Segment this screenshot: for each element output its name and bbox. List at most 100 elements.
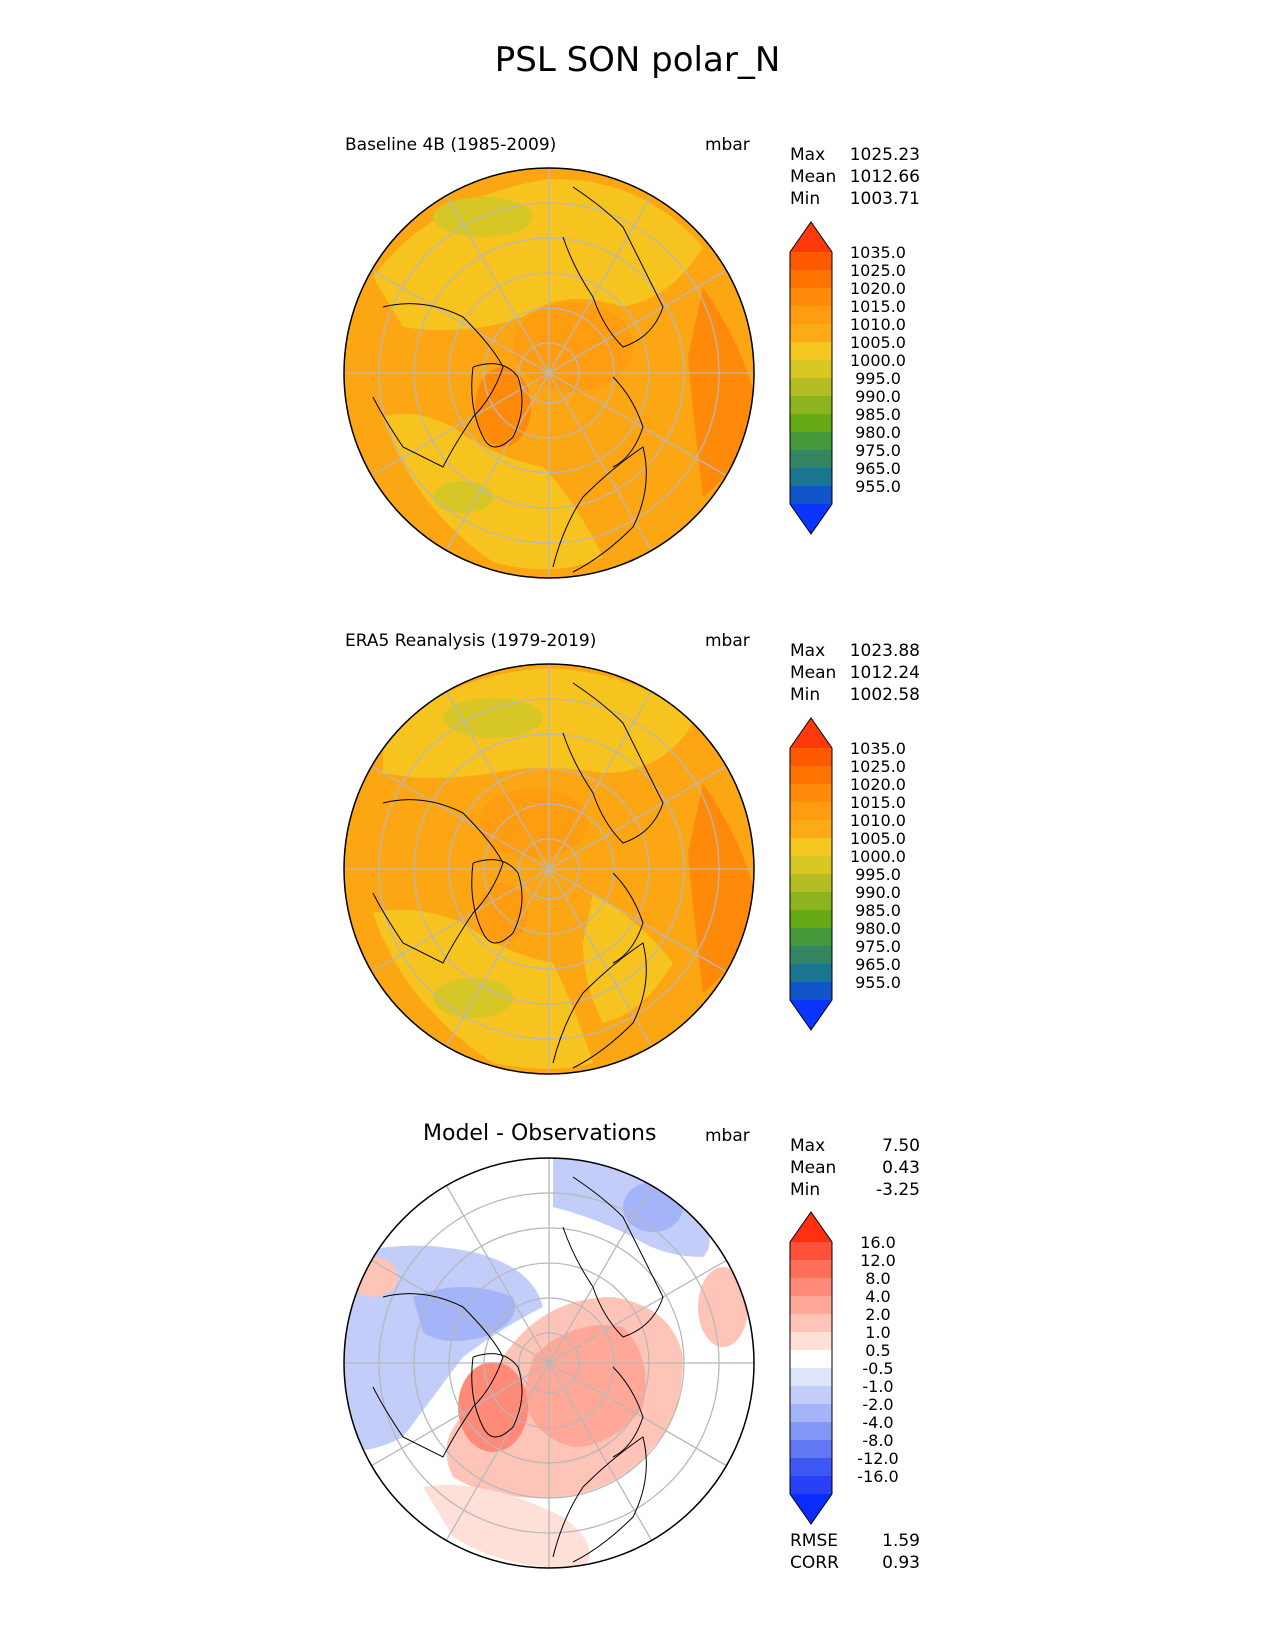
colorbar-2-segment [790, 910, 832, 928]
panel-1-graticule [344, 168, 754, 578]
colorbar-3-segment [790, 1422, 832, 1440]
colorbar-3-tick-label: -4.0 [862, 1413, 893, 1432]
panel-2-stat-max: Max 1023.88 [790, 641, 920, 661]
colorbar-3-segment [790, 1404, 832, 1422]
figure-title: PSL SON polar_N [494, 40, 781, 80]
colorbar-3-segment [790, 1458, 832, 1476]
panel-2-field-east-high [688, 783, 754, 993]
panel-2-field-low-pacific [443, 698, 543, 738]
panel-1-map-border [343, 167, 755, 579]
colorbar-3-tick-label: 8.0 [865, 1269, 890, 1288]
colorbar-3-tick-label: -8.0 [862, 1431, 893, 1450]
colorbar-2-tick-label: 990.0 [855, 883, 901, 902]
colorbar-3-tick-label: 1.0 [865, 1323, 890, 1342]
colorbar-1-segment [790, 414, 832, 432]
colorbar-1-segment [790, 432, 832, 450]
panel-2-field-se [583, 893, 673, 1023]
colorbar-1-segment [790, 306, 832, 324]
colorbar-1-segment [790, 360, 832, 378]
colorbar-1-tick-label: 1035.0 [850, 243, 906, 262]
panel-2-colorbar: 1035.01025.01020.01015.01010.01005.01000… [789, 717, 906, 1031]
panel-2-field-arctic-high [478, 788, 588, 858]
colorbar-3-tick-label: 16.0 [860, 1233, 896, 1252]
colorbar-3-segment [790, 1242, 832, 1260]
colorbar-2-tick-label: 1015.0 [850, 793, 906, 812]
colorbar-1-segment [790, 324, 832, 342]
panel-1-map [343, 167, 755, 579]
panel-2-field-low-atlantic [433, 978, 513, 1018]
colorbar-1-tick-label: 980.0 [855, 423, 901, 442]
colorbar-3-tick-label: -16.0 [857, 1467, 898, 1486]
colorbar-3-segment [790, 1440, 832, 1458]
panel-3-map [343, 1157, 755, 1569]
colorbar-1-tick-label: 1010.0 [850, 315, 906, 334]
panel-2-graticule [344, 664, 754, 1074]
panel-3-metrics: RMSE 1.59 CORR 0.93 [790, 1530, 920, 1574]
colorbar-1-segment [790, 486, 832, 504]
panel-3-stat-max: Max 7.50 [790, 1136, 920, 1156]
panel-3-stat-mean: Mean 0.43 [790, 1158, 920, 1178]
panel-1-field-east-high [688, 287, 754, 497]
colorbar-1-segment [790, 342, 832, 360]
panel-3-title: Model - Observations [423, 1121, 657, 1146]
colorbar-2-tick-label: 1010.0 [850, 811, 906, 830]
colorbar-1-segment [790, 270, 832, 288]
colorbar-2-segment [790, 856, 832, 874]
colorbar-2-segment [790, 892, 832, 910]
panel-3-units: mbar [705, 1126, 750, 1146]
panel-1-units: mbar [705, 135, 750, 155]
colorbar-1-segment [790, 450, 832, 468]
colorbar-1-segment [790, 288, 832, 306]
colorbar-3-segment [790, 1278, 832, 1296]
colorbar-3-segment [790, 1386, 832, 1404]
colorbar-3-segment [790, 1350, 832, 1368]
panel-2-stats: Max 1023.88 Mean 1012.24 Min 1002.58 [790, 640, 920, 706]
colorbar-3-extend-top [790, 1212, 832, 1242]
panel-1-field-low-atlantic [433, 481, 493, 513]
colorbar-2-tick-label: 1020.0 [850, 775, 906, 794]
colorbar-1-tick-label: 975.0 [855, 441, 901, 460]
colorbar-3-tick-label: -1.0 [862, 1377, 893, 1396]
panel-1-coastlines [372, 186, 664, 573]
colorbar-3-tick-label: 2.0 [865, 1305, 890, 1324]
panel-1-stats: Max 1025.23 Mean 1012.66 Min 1003.71 [790, 144, 920, 210]
colorbar-3-segment [790, 1368, 832, 1386]
panel-1-stat-min: Min 1003.71 [790, 189, 920, 209]
colorbar-3-outline [789, 1211, 833, 1525]
colorbar-2-segment [790, 928, 832, 946]
panel-1-stat-max: Max 1025.23 [790, 145, 920, 165]
colorbar-2-tick-label: 985.0 [855, 901, 901, 920]
colorbar-2-segment [790, 838, 832, 856]
panel-2-stat-min: Min 1002.58 [790, 685, 920, 705]
panel-2-coastlines [372, 682, 664, 1069]
colorbar-3-segment [790, 1314, 832, 1332]
colorbar-1-segment [790, 378, 832, 396]
colorbar-1-tick-label: 1005.0 [850, 333, 906, 352]
colorbar-1-tick-label: 1000.0 [850, 351, 906, 370]
colorbar-2-outline [789, 717, 833, 1031]
colorbar-2-extend-bottom [790, 1000, 832, 1030]
colorbar-1-tick-label: 955.0 [855, 477, 901, 496]
colorbar-3-extend-bottom [790, 1494, 832, 1524]
panel-3-stats: Max 7.50 Mean 0.43 Min -3.25 [790, 1135, 920, 1201]
panel-3-map-border [343, 1157, 755, 1569]
colorbar-2-segment [790, 766, 832, 784]
colorbar-1-tick-label: 1020.0 [850, 279, 906, 298]
panel-3-graticule [344, 1158, 754, 1568]
colorbar-3-tick-label: -0.5 [862, 1359, 893, 1378]
colorbar-2-segment [790, 820, 832, 838]
colorbar-1-segment [790, 468, 832, 486]
colorbar-2-segment [790, 874, 832, 892]
colorbar-1-tick-label: 1025.0 [850, 261, 906, 280]
colorbar-1-tick-label: 965.0 [855, 459, 901, 478]
colorbar-1-extend-top [790, 222, 832, 252]
colorbar-2-segment [790, 982, 832, 1000]
panel-1-colorbar: 1035.01025.01020.01015.01010.01005.01000… [789, 221, 906, 535]
panel-3-field-north-low-core [623, 1182, 683, 1232]
colorbar-2-segment [790, 964, 832, 982]
panel-2-map [343, 663, 755, 1075]
colorbar-3-tick-label: 4.0 [865, 1287, 890, 1306]
colorbar-3-segment [790, 1296, 832, 1314]
panel-3-metric-corr: CORR 0.93 [790, 1553, 920, 1573]
panel-2-stat-mean: Mean 1012.24 [790, 663, 920, 683]
